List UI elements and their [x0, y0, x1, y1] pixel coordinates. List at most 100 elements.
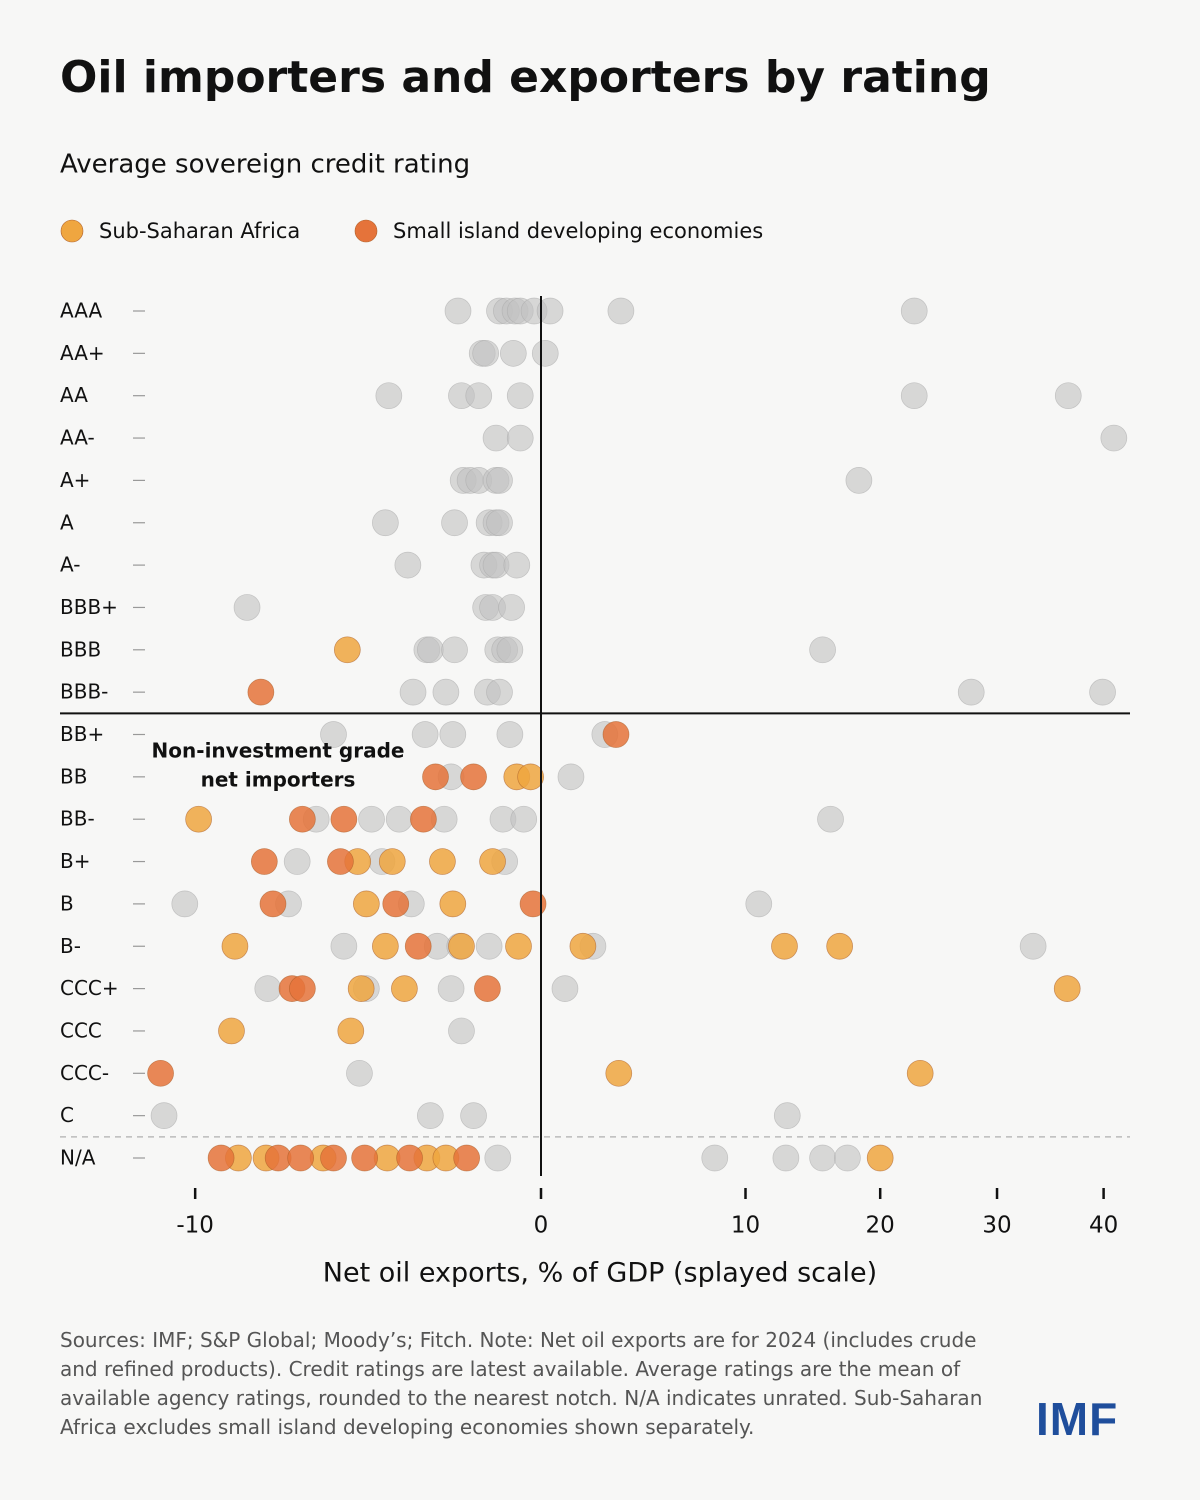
point [150, 1102, 178, 1130]
point [701, 1144, 729, 1172]
point [422, 763, 449, 791]
annotation: Non-investment grade [152, 739, 405, 763]
point [499, 340, 527, 367]
point [845, 467, 873, 494]
point [337, 1017, 365, 1045]
point [448, 1017, 475, 1045]
y-tick-label: B- [60, 934, 81, 958]
x-tick-label: 40 [1089, 1213, 1118, 1239]
annotation: net importers [201, 768, 356, 792]
point [817, 805, 844, 833]
point [496, 721, 524, 748]
point [441, 636, 468, 664]
point [396, 1144, 423, 1172]
point [834, 1144, 861, 1172]
y-tick-label: BB [60, 764, 87, 788]
point [441, 509, 468, 537]
point [826, 932, 854, 960]
point [1054, 382, 1082, 410]
y-tick-label: B+ [60, 849, 90, 873]
y-tick-label: BBB+ [60, 595, 118, 619]
point [264, 1144, 292, 1172]
point [482, 424, 510, 452]
point [394, 551, 422, 579]
point [416, 1102, 444, 1130]
y-tick-label: BB+ [60, 722, 104, 746]
point [233, 594, 261, 621]
point [605, 1059, 633, 1087]
point [347, 975, 375, 1002]
point [1019, 932, 1047, 960]
y-tick-label: N/A [60, 1146, 96, 1170]
source-note: Sources: IMF; S&P Global; Moody’s; Fitch… [60, 1328, 983, 1439]
point [283, 848, 311, 875]
point [569, 932, 597, 960]
y-tick-label: B [60, 891, 74, 915]
point [289, 805, 316, 833]
point [444, 297, 472, 325]
point [474, 975, 501, 1002]
point [745, 890, 773, 918]
point [247, 678, 275, 706]
y-tick-label: AA+ [60, 341, 105, 365]
chart-title: Oil importers and exporters by rating [60, 52, 991, 103]
y-tick-label: AAA [60, 299, 102, 323]
logo: IMF [1036, 1393, 1119, 1445]
point [416, 636, 444, 664]
point [218, 1017, 245, 1045]
y-tick-label: AA- [60, 426, 95, 450]
point [254, 975, 282, 1002]
y-tick-label: CCC- [60, 1061, 109, 1085]
point [147, 1059, 174, 1087]
point [250, 848, 278, 875]
point [327, 848, 354, 875]
point [772, 1144, 800, 1172]
point [607, 297, 635, 325]
point [957, 678, 985, 706]
point [536, 297, 564, 325]
point [498, 594, 525, 621]
y-tick-label: A [60, 510, 74, 534]
point [351, 1144, 378, 1172]
point [486, 509, 513, 537]
point [472, 340, 500, 367]
point [448, 932, 475, 960]
point [460, 763, 487, 791]
point [557, 763, 585, 791]
point [519, 890, 547, 918]
point [439, 890, 467, 918]
point [505, 932, 532, 960]
point [185, 805, 212, 833]
point [453, 1144, 480, 1172]
point [773, 1102, 801, 1130]
point [1100, 424, 1128, 452]
point [486, 678, 513, 706]
point [809, 1144, 836, 1172]
y-tick-label: CCC+ [60, 976, 119, 1000]
point [460, 1102, 487, 1130]
x-tick-label: 0 [534, 1213, 549, 1239]
point [465, 382, 493, 410]
x-tick-label: 20 [866, 1213, 895, 1239]
point [510, 805, 538, 833]
point [517, 763, 544, 791]
point [372, 509, 399, 537]
point [551, 975, 579, 1002]
point [496, 636, 524, 664]
y-tick-label: A+ [60, 468, 90, 492]
point [320, 1144, 347, 1172]
point [289, 975, 316, 1002]
point [486, 467, 513, 494]
point [429, 848, 456, 875]
y-tick-label: AA [60, 383, 88, 407]
point [906, 1059, 934, 1087]
point [330, 805, 358, 833]
legend-marker [354, 219, 378, 243]
point [375, 382, 403, 410]
point [207, 1144, 235, 1172]
point [399, 678, 427, 706]
point [900, 382, 928, 410]
point [531, 340, 559, 367]
point [506, 382, 534, 410]
